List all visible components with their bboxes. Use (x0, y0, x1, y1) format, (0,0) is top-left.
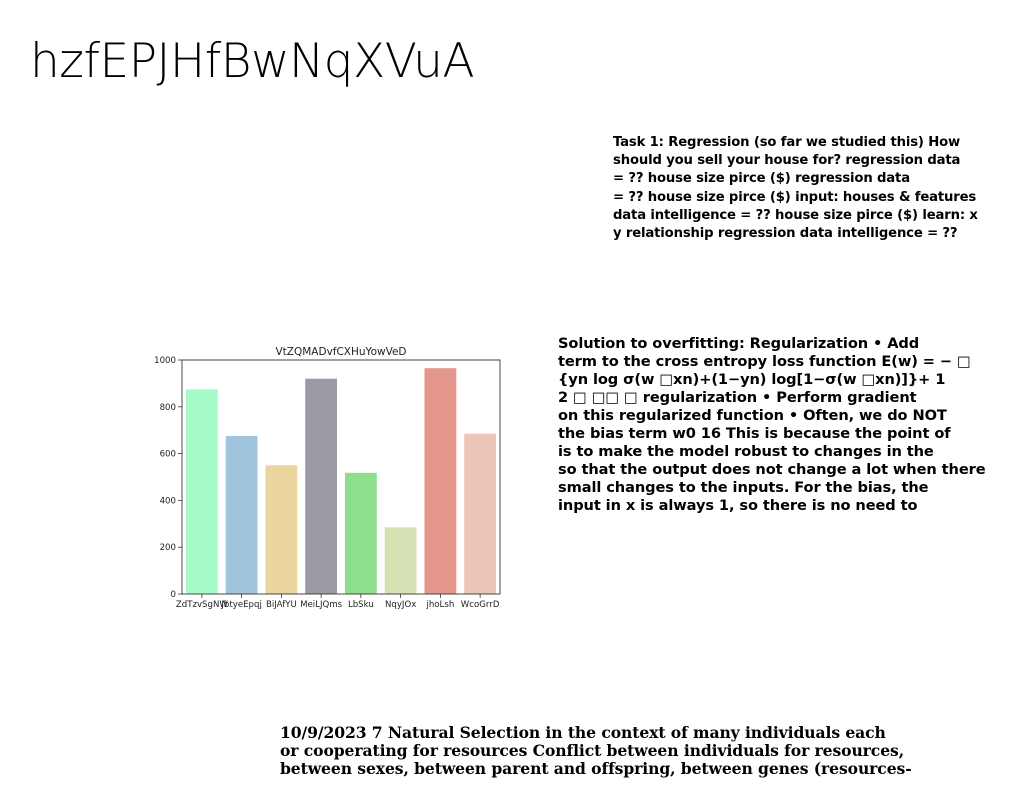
y-tick-label: 600 (160, 450, 176, 460)
text-line: = ?? house size pirce ($) regression dat… (613, 171, 910, 187)
bar (185, 389, 218, 594)
text-line: = ?? house size pirce ($) input: houses … (613, 189, 977, 205)
text-line: term to the cross entropy loss function … (558, 353, 971, 370)
bar (265, 465, 298, 594)
y-tick-label: 0 (171, 590, 176, 600)
text-line: input in x is always 1, so there is no n… (558, 497, 918, 514)
bar (384, 527, 417, 594)
x-tick-label: WcoGrrD (461, 600, 500, 610)
plot-frame (181, 359, 501, 595)
x-tick-label: LbSku (348, 600, 374, 610)
bar (305, 378, 338, 594)
bar (225, 436, 258, 594)
overfitting-text-block: Solution to overfitting: Regularization … (558, 335, 986, 515)
text-line: should you sell your house for? regressi… (613, 153, 961, 169)
page-title: hzfEPJHfBwNqXVuA (30, 34, 475, 89)
y-tick-label: 200 (160, 543, 176, 553)
text-line: is to make the model robust to changes i… (558, 443, 934, 460)
chart-title: VtZQMADvfCXHuYowVeD (275, 346, 406, 358)
y-tick-label: 800 (160, 403, 176, 413)
bar-chart: VtZQMADvfCXHuYowVeD ZdTzvSgNW JbtyeEpqj BiJ… (140, 340, 520, 620)
text-line: Task 1: Regression (so far we studied th… (613, 135, 961, 150)
y-tick-label: 400 (160, 496, 176, 506)
task1-text-block: Task 1: Regression (so far we studied th… (613, 134, 978, 243)
x-tick-label: JbtyeEpqj (220, 600, 261, 610)
natural-selection-text-block: 10/9/2023 7 Natural Selection in the con… (280, 724, 912, 778)
text-line: 2 □ □□ □ regularization • Perform gradie… (558, 389, 917, 406)
bar (424, 368, 457, 594)
text-line: 10/9/2023 7 Natural Selection in the con… (280, 723, 886, 742)
bar (344, 472, 377, 594)
x-tick-label: jhoLsh (425, 600, 454, 610)
text-line: data intelligence = ?? house size pirce … (613, 207, 978, 223)
text-line: y relationship regression data intellige… (613, 226, 958, 242)
x-tick-label: MeiLJQms (300, 600, 343, 610)
text-line: on this regularized function • Often, we… (558, 407, 947, 424)
text-line: so that the output does not change a lot… (558, 461, 986, 478)
text-line: or cooperating for resources Conflict be… (280, 741, 905, 760)
bar (464, 433, 497, 594)
x-tick-label: BiJAfYU (266, 600, 297, 610)
text-line: Solution to overfitting: Regularization … (558, 335, 920, 352)
text-line: between sexes, between parent and offspr… (280, 759, 912, 778)
text-line: {yn log σ(w □xn)+(1−yn) log[1−σ(w □xn)]}… (558, 371, 946, 388)
text-line: the bias term w0 16 This is because the … (558, 425, 951, 442)
text-line: small changes to the inputs. For the bia… (558, 479, 929, 496)
x-tick-label: NqyJOx (385, 600, 416, 610)
y-tick-label: 1000 (154, 356, 176, 366)
x-tick-label: ZdTzvSgNW (176, 600, 229, 610)
